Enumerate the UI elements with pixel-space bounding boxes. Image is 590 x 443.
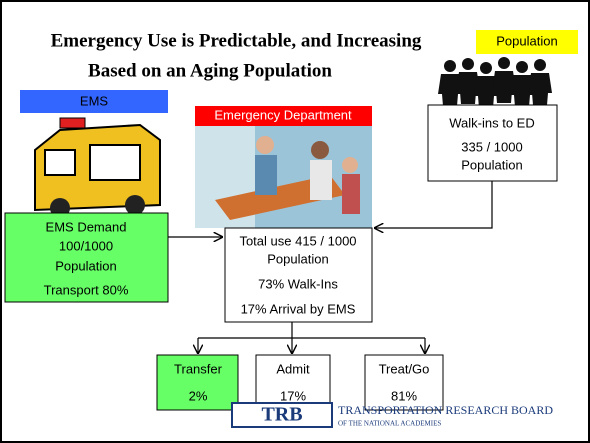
tree-connector <box>198 322 425 339</box>
logo-name: TRANSPORTATION RESEARCH BOARD <box>338 403 553 417</box>
population-tag <box>476 30 578 54</box>
total-use-box <box>224 227 373 323</box>
ed-tag <box>195 106 372 126</box>
walk-ins-text: Walk-ins to ED <box>449 115 534 130</box>
outcome-label: Treat/Go <box>379 361 430 376</box>
logo-sub: OF THE NATIONAL ACADEMIES <box>338 420 441 428</box>
outcome-box <box>156 354 239 411</box>
title-line1: Emergency Use is Predictable, and Increa… <box>51 30 422 51</box>
ed-photo <box>195 126 372 228</box>
walk-ins-box <box>427 104 558 182</box>
ems-demand-text: 100/1000 <box>59 238 113 253</box>
ems-demand-text: EMS Demand <box>46 219 127 234</box>
population-label: Population <box>496 33 557 48</box>
walk-ins-arrow <box>375 181 493 228</box>
ems-demand-text: Transport 80% <box>44 282 129 297</box>
outcome-value: 81% <box>391 388 417 403</box>
ems-demand-box <box>4 212 169 303</box>
logo-mark: TRB <box>261 404 302 426</box>
outcome-value: 17% <box>280 388 306 403</box>
outcome-label: Admit <box>276 361 310 376</box>
outcome-value: 2% <box>189 388 208 403</box>
ems-label: EMS <box>80 93 109 108</box>
total-use-text: Population <box>267 251 328 266</box>
trb-logo: TRB TRANSPORTATION RESEARCH BOARD OF THE… <box>231 402 553 428</box>
walk-ins-text: Population <box>461 157 522 172</box>
outcome-box <box>364 354 444 411</box>
walk-ins-text: 335 / 1000 <box>461 139 522 154</box>
people-silhouettes <box>438 57 552 108</box>
total-use-text: Total use 415 / 1000 <box>239 233 356 248</box>
ed-label: Emergency Department <box>214 107 352 122</box>
total-use-text: 73% Walk-Ins <box>258 276 338 291</box>
ems-demand-text: Population <box>55 258 116 273</box>
outcome-label: Transfer <box>174 361 223 376</box>
ambulance-clipart <box>34 117 161 218</box>
title-line2: Based on an Aging Population <box>88 60 332 81</box>
ems-tag <box>20 90 168 113</box>
total-use-text: 17% Arrival by EMS <box>241 301 356 316</box>
